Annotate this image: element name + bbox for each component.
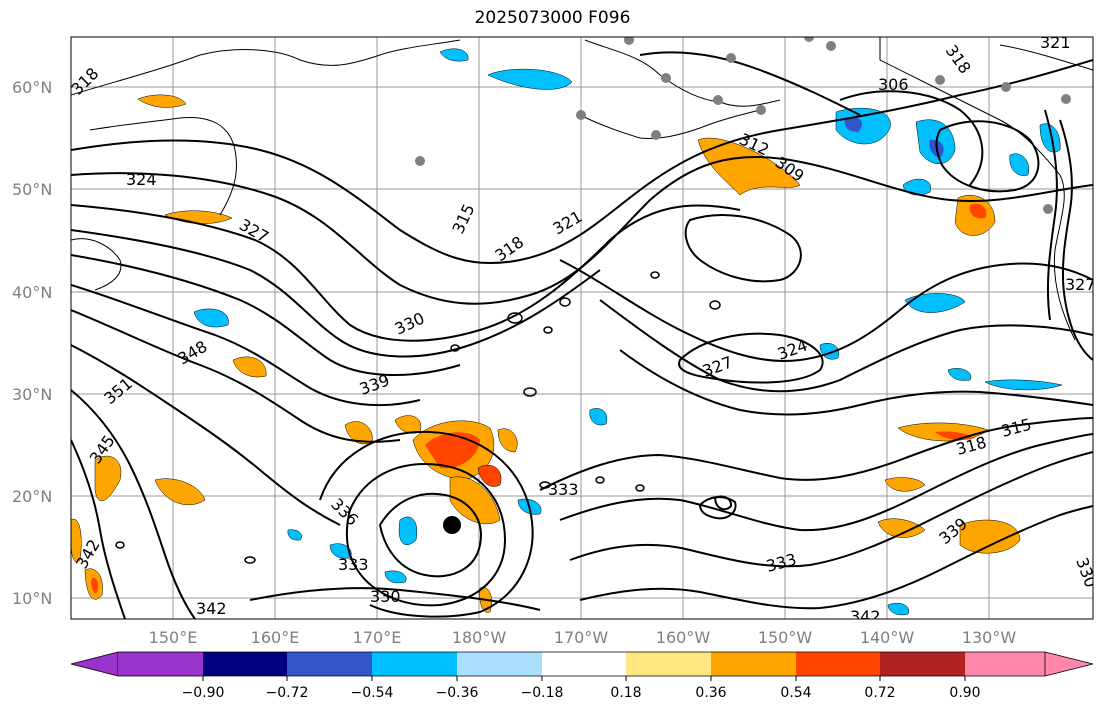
lat-label: 60°N xyxy=(12,78,52,97)
contour-label: 306 xyxy=(878,75,909,94)
map-frame xyxy=(70,36,1094,620)
colorbar-tick-label: 0.72 xyxy=(864,685,895,701)
colorbar-tick-label: −0.36 xyxy=(436,685,479,701)
latitude-labels: 60°N 50°N 40°N 30°N 20°N 10°N xyxy=(12,78,52,608)
map-content: 318 324 327 315 318 321 312 309 306 318 … xyxy=(71,33,1096,626)
lat-label: 40°N xyxy=(12,283,52,302)
gridlines xyxy=(71,37,1093,619)
map-title: 2025073000 F096 xyxy=(474,8,631,28)
contours xyxy=(71,51,1093,619)
colorbar-tick-label: 0.36 xyxy=(695,685,726,701)
lon-label: 160°E xyxy=(251,628,300,647)
lon-label: 130°W xyxy=(962,628,1017,647)
colorbar: −0.90 −0.72 −0.54 −0.36 −0.18 0.18 0.36 … xyxy=(70,651,1094,701)
coastlines xyxy=(71,37,1093,341)
shading-patches xyxy=(71,48,1063,616)
colorbar-segment xyxy=(711,652,796,676)
lon-label: 150°W xyxy=(758,628,813,647)
station-markers xyxy=(415,37,1071,214)
lat-label: 10°N xyxy=(12,589,52,608)
contour-label: 342 xyxy=(850,607,881,626)
colorbar-segment xyxy=(796,652,880,676)
colorbar-segment xyxy=(118,652,203,676)
contour-label: 324 xyxy=(126,170,157,189)
colorbar-tick-label: 0.18 xyxy=(610,685,641,701)
lon-label: 170°E xyxy=(353,628,402,647)
storm-center-marker xyxy=(443,516,461,534)
colorbar-segment xyxy=(203,652,287,676)
colorbar-tick-label: 0.54 xyxy=(780,685,811,701)
contour-label: 330 xyxy=(370,587,401,606)
colorbar-segment xyxy=(965,652,1045,676)
contour-label: 321 xyxy=(1040,33,1071,52)
contour-label: 342 xyxy=(196,599,227,618)
colorbar-tick-label: −0.54 xyxy=(351,685,394,701)
colorbar-segment xyxy=(287,652,372,676)
longitude-labels: 150°E 160°E 170°E 180°W 170°W 160°W 150°… xyxy=(149,628,1017,647)
contour-label: 333 xyxy=(548,480,579,499)
colorbar-tick-label: −0.72 xyxy=(266,685,309,701)
contour-label: 327 xyxy=(1065,275,1096,294)
colorbar-segment xyxy=(542,652,626,676)
colorbar-right-extend xyxy=(1044,651,1094,677)
lon-label: 180°W xyxy=(452,628,507,647)
small-contours xyxy=(115,271,721,564)
contour-label: 333 xyxy=(338,555,369,574)
lon-label: 140°W xyxy=(860,628,915,647)
colorbar-tick-label: −0.18 xyxy=(521,685,564,701)
colorbar-segment xyxy=(880,652,965,676)
colorbar-segment xyxy=(372,652,457,676)
lon-label: 160°W xyxy=(656,628,711,647)
lon-label: 170°W xyxy=(554,628,609,647)
lat-label: 50°N xyxy=(12,180,52,199)
colorbar-left-extend xyxy=(70,651,119,677)
colorbar-segment xyxy=(457,652,542,676)
lon-label: 150°E xyxy=(149,628,198,647)
lat-label: 20°N xyxy=(12,487,52,506)
colorbar-segment xyxy=(626,652,711,676)
colorbar-tick-label: −0.90 xyxy=(182,685,225,701)
lat-label: 30°N xyxy=(12,385,52,404)
colorbar-tick-label: 0.90 xyxy=(949,685,980,701)
